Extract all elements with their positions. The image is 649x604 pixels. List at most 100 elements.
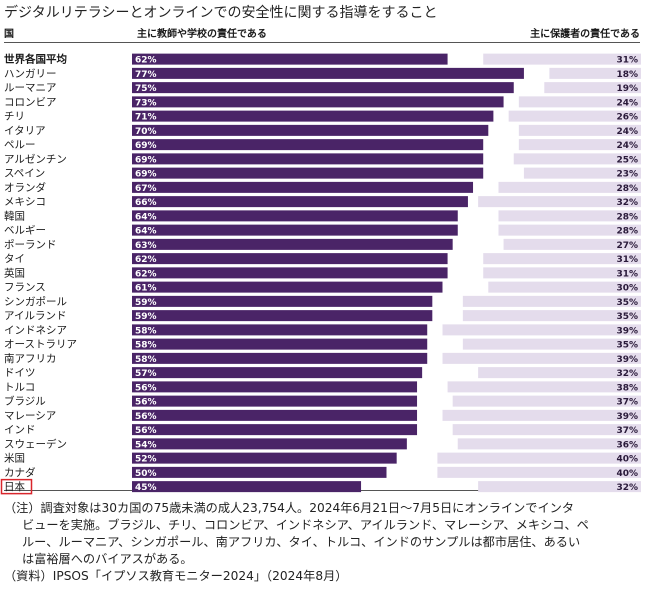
teacher-value-label: 62% [135,56,157,66]
teacher-bar [132,139,484,151]
bar-chart: 世界各国平均 62% 31% ハンガリー 77% 18% ルーマニア 75% 19% コロンビア 7… [0,53,641,495]
teacher-value-label: 56% [135,398,157,408]
parent-value-label: 32% [616,198,638,208]
teacher-value-label: 56% [135,426,157,436]
teacher-bar [132,124,489,136]
parent-bar [452,424,641,436]
teacher-bar [132,224,458,236]
teacher-value-label: 63% [135,241,157,251]
parent-value-label: 39% [616,355,638,365]
teacher-value-label: 58% [135,355,157,365]
parent-value-label: 28% [616,227,638,237]
parent-value-label: 32% [616,483,638,493]
teacher-value-label: 69% [135,170,157,180]
teacher-bar [132,181,474,193]
teacher-value-label: 62% [135,255,157,265]
teacher-bar [132,281,443,293]
teacher-bar [132,253,448,265]
parent-value-label: 39% [616,326,638,336]
parent-value-label: 35% [616,341,638,351]
parent-bar [518,124,641,136]
country-label: 世界各国平均 [4,53,67,66]
parent-bar [544,82,641,94]
teacher-value-label: 77% [135,70,157,80]
country-label: カナダ [4,466,36,479]
teacher-value-label: 58% [135,341,157,351]
header-divider [4,42,640,43]
country-label: 日本 [4,480,25,493]
country-label: 韓国 [4,210,25,222]
parent-value-label: 31% [616,255,638,265]
teacher-bar [132,110,494,122]
parent-bar [498,210,641,222]
country-column-header: 国 [4,29,14,40]
parent-value-label: 24% [616,98,638,108]
teacher-value-label: 54% [135,440,157,450]
parent-value-label: 31% [616,56,638,66]
teacher-bar [132,452,397,464]
teacher-bar [132,381,418,393]
teacher-bar [132,82,514,94]
teacher-value-label: 66% [135,198,157,208]
parent-value-label: 37% [616,426,638,436]
parent-value-label: 25% [616,155,638,165]
country-label: オーストラリア [4,339,77,351]
country-label: トルコ [4,381,35,393]
teacher-value-label: 64% [135,227,157,237]
teacher-value-label: 58% [135,326,157,336]
teacher-bar [132,96,504,108]
parent-value-label: 23% [616,170,638,180]
source-line: （資料）IPSOS「イプソス教育モニター2024」（2024年8月） [4,569,348,583]
teacher-value-label: 62% [135,269,157,279]
parent-bar [442,324,641,336]
parent-bar [478,196,641,208]
parent-bar [508,110,641,122]
parent-value-label: 32% [616,369,638,379]
teacher-bar [132,310,433,322]
country-label: ペルー [4,139,36,151]
country-label: ベルギー [4,225,46,237]
parent-value-label: 35% [616,312,638,322]
parent-value-label: 27% [616,241,638,251]
teacher-bar [132,210,458,222]
country-label: 英国 [4,266,25,279]
country-label: インド [4,424,36,436]
teacher-bar [132,481,362,493]
parent-bar [513,153,641,165]
country-label: タイ [4,253,25,265]
note-line: （注）調査対象は30カ国の75歳未満の成人23,754人。2024年6月21日～… [4,501,575,515]
parent-value-label: 38% [616,383,638,393]
teacher-value-label: 59% [135,312,157,322]
teacher-value-label: 75% [135,84,157,94]
country-label: ドイツ [4,367,36,379]
teacher-bar [132,352,428,364]
teacher-bar [132,67,524,79]
country-label: コロンビア [4,96,57,108]
parent-value-label: 26% [616,113,638,123]
country-label: スペイン [4,168,45,180]
teacher-value-label: 70% [135,127,157,137]
teacher-value-label: 45% [135,483,157,493]
teacher-value-label: 69% [135,141,157,151]
teacher-value-label: 73% [135,98,157,108]
country-label: シンガポール [4,296,67,308]
parent-bar [498,224,641,236]
parent-bar [483,53,641,65]
country-label: ルーマニア [4,82,57,94]
teacher-bar [132,167,484,179]
parent-value-label: 18% [616,70,638,80]
parent-bar [483,267,641,279]
note-line: は富裕層へのバイアスがある。 [22,552,193,566]
parent-bar [437,452,641,464]
parent-value-label: 24% [616,127,638,137]
parent-bar [488,281,641,293]
teacher-value-label: 71% [135,113,157,123]
note-line: ルー、ルーマニア、シンガポール、南アフリカ、タイ、トルコ、インドのサンプルは都市… [22,535,581,549]
country-label: ブラジル [4,395,46,408]
country-label: ハンガリー [4,68,57,80]
teacher-value-label: 61% [135,284,157,294]
teacher-value-label: 59% [135,298,157,308]
teacher-bar [132,409,418,421]
parent-bar [518,139,641,151]
teacher-value-label: 69% [135,155,157,165]
